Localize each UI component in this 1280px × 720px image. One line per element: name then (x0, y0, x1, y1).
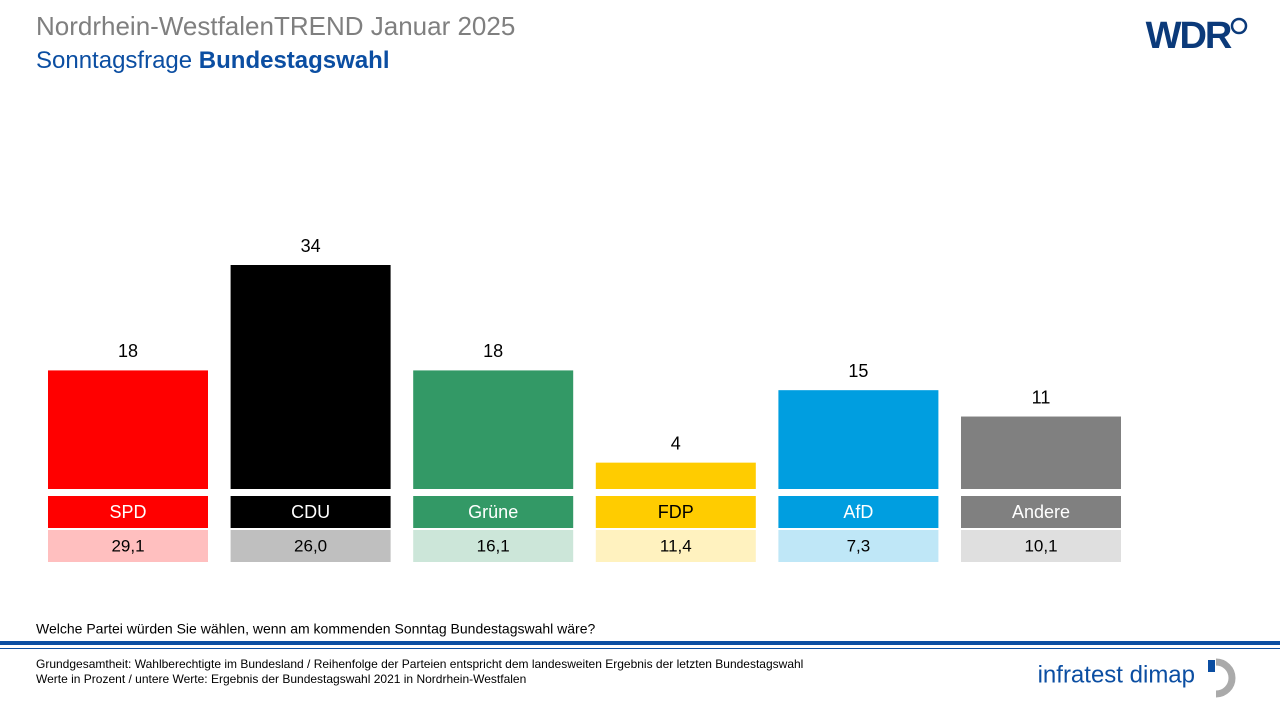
category-cell (48, 496, 208, 528)
previous-label: 10,1 (1024, 536, 1057, 555)
value-label: 18 (118, 341, 138, 361)
bar (778, 390, 939, 489)
category-cell (961, 496, 1121, 528)
previous-label: 11,4 (660, 536, 692, 555)
previous-label: 29,1 (111, 536, 144, 555)
question: Welche Partei würden Sie wählen, wenn am… (36, 621, 596, 637)
category-label: CDU (291, 502, 330, 522)
bar (595, 462, 756, 489)
category-label: AfD (843, 502, 873, 522)
value-label: 18 (483, 341, 503, 361)
value-label: 34 (301, 236, 321, 256)
subtitle-emphasis: Bundestagswahl (199, 47, 390, 74)
source-logo-icon (1208, 660, 1215, 672)
value-label: 11 (1032, 387, 1051, 407)
previous-cell (230, 530, 391, 562)
category-cell (778, 496, 939, 528)
chart-title: Nordrhein-WestfalenTREND Januar 2025 (36, 11, 515, 41)
previous-cell (413, 530, 574, 562)
bar (230, 265, 391, 489)
wdr-logo: WDR (1146, 15, 1232, 57)
category-cell (230, 496, 391, 528)
previous-label: 7,3 (847, 536, 871, 555)
previous-label: 26,0 (294, 536, 327, 555)
category-cell (595, 496, 756, 528)
bar (413, 370, 574, 489)
rule (0, 641, 1280, 645)
chart-subtitle: Sonntagsfrage Bundestagswahl (36, 47, 390, 74)
previous-cell (778, 530, 939, 562)
previous-cell (595, 530, 756, 562)
previous-label: 16,1 (477, 536, 510, 555)
subtitle: Sonntagsfrage (36, 47, 192, 74)
category-label: Grüne (468, 502, 518, 522)
source-logo-icon (1215, 658, 1236, 698)
source-logo: infratest dimap (1038, 661, 1195, 688)
category-label: Andere (1012, 502, 1070, 522)
previous-cell (961, 530, 1121, 562)
previous-cell (48, 530, 208, 562)
category-label: FDP (658, 502, 694, 522)
category-cell (413, 496, 574, 528)
rule (0, 648, 1280, 649)
value-label: 4 (671, 433, 681, 453)
category-label: SPD (109, 502, 146, 522)
bar (48, 370, 208, 489)
value-label: 15 (848, 361, 868, 381)
footnote: Grundgesamtheit: Wahlberechtigte im Bund… (36, 657, 803, 671)
bar (961, 416, 1121, 489)
ard-logo (1230, 17, 1248, 35)
footnote: Werte in Prozent / untere Werte: Ergebni… (36, 672, 526, 686)
